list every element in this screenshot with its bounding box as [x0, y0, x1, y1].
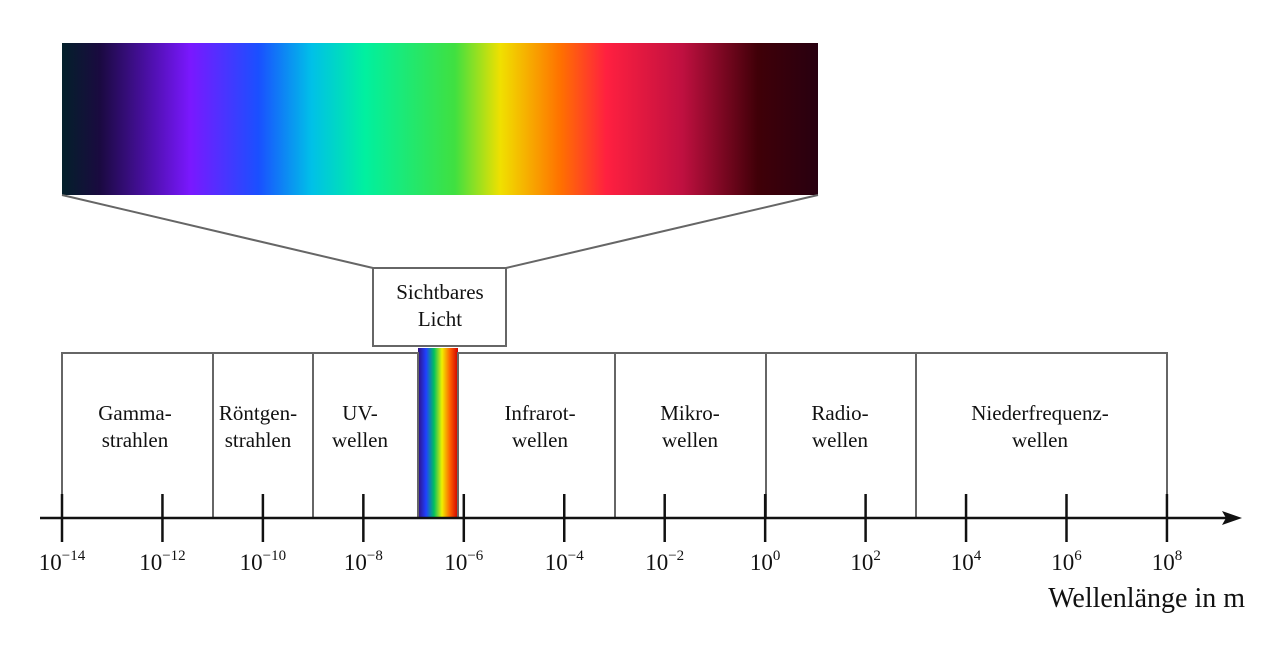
region-label: Mikro-: [660, 401, 720, 425]
tick-base: 10: [545, 550, 568, 575]
tick-base: 10: [951, 550, 974, 575]
tick-base: 10: [1152, 550, 1175, 575]
tick-exponent: −6: [467, 548, 483, 564]
region-label: strahlen: [225, 428, 292, 452]
tick-base: 10: [444, 550, 467, 575]
tick-exponent: −8: [367, 548, 383, 564]
tick-label: 10−12: [139, 548, 185, 575]
region-label: Niederfrequenz-: [971, 401, 1109, 425]
tick-exponent: 6: [1074, 548, 1082, 564]
tick-label: 10−2: [645, 548, 684, 575]
tick-base: 10: [850, 550, 873, 575]
tick-base: 10: [1051, 550, 1074, 575]
tick-base: 10: [750, 550, 773, 575]
tick-exponent: 8: [1175, 548, 1183, 564]
tick-base: 10: [39, 550, 62, 575]
tick-base: 10: [344, 550, 367, 575]
axis-arrow: [1222, 511, 1242, 525]
region-label: Infrarot-: [504, 401, 575, 425]
region-label: Radio-: [811, 401, 868, 425]
tick-label: 10−10: [240, 548, 286, 575]
tick-exponent: −4: [568, 548, 584, 564]
region-label: wellen: [512, 428, 568, 452]
region-label: Gamma-: [98, 401, 171, 425]
tick-exponent: −12: [162, 548, 185, 564]
region-label: wellen: [1012, 428, 1068, 452]
tick-label: 10−14: [39, 548, 86, 575]
visible-label: Sichtbares: [396, 280, 483, 304]
visible-band: [418, 348, 458, 518]
visible-label: Licht: [418, 307, 462, 331]
visible-box: [372, 267, 507, 347]
tick-exponent: 2: [873, 548, 881, 564]
region-label: wellen: [662, 428, 718, 452]
tick-base: 10: [240, 550, 263, 575]
spectrum-zoom: [62, 43, 818, 195]
tick-label: 108: [1152, 548, 1183, 575]
tick-exponent: −14: [62, 548, 86, 564]
region-label: UV-: [342, 401, 377, 425]
region-label: Röntgen-: [219, 401, 297, 425]
region-label: wellen: [812, 428, 868, 452]
tick-exponent: −10: [263, 548, 286, 564]
tick-label: 104: [951, 548, 982, 575]
zoom-line: [61, 194, 374, 269]
region-label: strahlen: [102, 428, 169, 452]
tick-exponent: 0: [773, 548, 781, 564]
tick-label: 10−6: [444, 548, 483, 575]
tick-exponent: −2: [668, 548, 684, 564]
tick-label: 100: [750, 548, 781, 575]
tick-label: 102: [850, 548, 881, 575]
tick-label: 106: [1051, 548, 1082, 575]
region-label: wellen: [332, 428, 388, 452]
tick-label: 10−4: [545, 548, 584, 575]
axis-label: Wellenlänge in m: [1048, 583, 1245, 614]
tick-base: 10: [139, 550, 162, 575]
tick-exponent: 4: [974, 548, 982, 564]
zoom-line: [505, 194, 819, 269]
tick-base: 10: [645, 550, 668, 575]
tick-label: 10−8: [344, 548, 383, 575]
